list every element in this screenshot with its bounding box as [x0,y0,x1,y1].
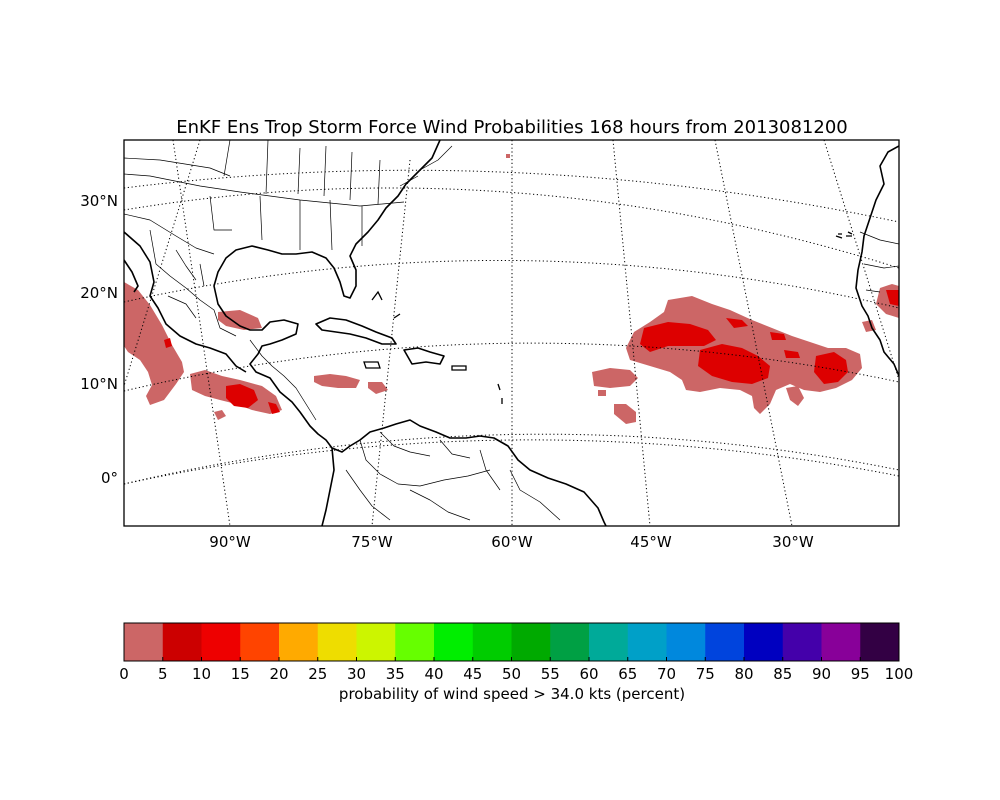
map-title: EnKF Ens Trop Storm Force Wind Probabili… [176,117,847,138]
colorbar-tick-label: 30 [347,665,366,683]
lon-label: 60°W [491,533,533,551]
colorbar-tick-label: 80 [734,665,753,683]
colorbar-tick-label: 35 [386,665,405,683]
colorbar-swatch [705,623,745,661]
colorbar-tick-label: 20 [269,665,288,683]
colorbar-tick-label: 45 [463,665,482,683]
baja-coast [124,259,139,293]
colorbar-swatch [627,623,667,661]
colorbar-swatch [395,623,435,661]
colorbar-swatch [162,623,202,661]
swath-atl-core5 [770,332,786,340]
swath-atl-south [786,386,804,406]
colorbar-swatch [240,623,280,661]
colorbar-swatch [356,623,396,661]
lesser-antilles [497,383,503,404]
bahamas [371,290,401,319]
south-america-coast [331,419,607,526]
colorbar-swatch [434,623,474,661]
africa-coast [855,145,899,377]
colorbar-tick-label: 10 [192,665,211,683]
hispaniola [403,347,445,365]
swath-atl-west [592,368,638,388]
borders [124,140,899,521]
colorbar-tick-label: 85 [773,665,792,683]
colorbar-tick-label: 25 [308,665,327,683]
south-america-west [321,447,335,526]
colorbar-tick-label: 55 [541,665,560,683]
lat-label: 20°N [80,284,118,302]
colorbar-swatch [201,623,241,661]
lat-label: 10°N [80,375,118,393]
colorbar-swatch [279,623,319,661]
swath-caribbean2 [368,382,388,394]
swath-atl-core4 [726,318,748,328]
swath-atl-core1 [640,322,716,352]
colorbar-tick-label: 95 [851,665,870,683]
mexico-pacific-coast [124,231,247,373]
swath-caribbean [314,374,360,388]
colorbar-tick-label: 100 [885,665,914,683]
probability-swaths [124,154,899,424]
lon-labels: 90°W 75°W 60°W 45°W 30°W [209,533,814,551]
colorbar-swatch [860,623,900,661]
colorbar-tick-label: 50 [502,665,521,683]
colorbar-swatch [589,623,629,661]
map-frame [123,139,900,527]
lat-label: 30°N [80,192,118,210]
colorbar-swatch [472,623,512,661]
colorbar-swatch [782,623,822,661]
jamaica [363,361,381,369]
lon-label: 75°W [351,533,393,551]
map-area [124,140,899,526]
lon-label: 30°W [772,533,814,551]
colorbar-tick-label: 15 [231,665,250,683]
colorbar: 0 5 10 15 20 25 30 35 40 45 50 55 60 65 70 75 80 85 90 95 10… [119,622,914,683]
lat-labels: 30°N 20°N 10°N 0° [80,192,118,487]
colorbar-tick-label: 40 [424,665,443,683]
swath-atl-sw2 [598,390,606,396]
puerto-rico [451,365,467,371]
lon-label: 45°W [630,533,672,551]
swath-atl-sw [614,404,636,424]
bermuda-azores [835,235,852,239]
swath-atl-core6 [784,350,800,358]
colorbar-tick-label: 90 [812,665,831,683]
cuba [315,317,397,345]
colorbar-tick-label: 75 [696,665,715,683]
coastlines [124,140,899,526]
colorbar-swatch [124,623,164,661]
colorbar-tick-label: 60 [579,665,598,683]
canary-islands [838,231,853,235]
colorbar-swatch [511,623,551,661]
swath-atl-core2 [698,344,770,384]
swath-africa-core [886,290,899,306]
colorbar-label: probability of wind speed > 34.0 kts (pe… [339,685,685,703]
swath-atl-core3 [814,352,848,384]
colorbar-swatch [821,623,861,661]
swath-epac-core2 [268,402,280,414]
swath-epac-core [226,384,258,408]
swath-epac-north [218,310,262,330]
lon-label: 90°W [209,533,251,551]
colorbar-tick-label: 5 [158,665,168,683]
graticule [124,140,899,526]
north-america-coast [213,140,441,449]
swath-epac-coast [124,282,184,405]
swath-epac-small [214,410,226,420]
colorbar-tick-label: 70 [657,665,676,683]
colorbar-swatch [666,623,706,661]
colorbar-swatch [744,623,784,661]
lat-label: 0° [101,469,118,487]
colorbar-swatch [550,623,590,661]
swath-epac-dot [164,338,172,348]
colorbar-tick-label: 0 [119,665,129,683]
colorbar-tick-label: 65 [618,665,637,683]
swath-atl-dot [506,154,510,158]
colorbar-swatch [317,623,357,661]
